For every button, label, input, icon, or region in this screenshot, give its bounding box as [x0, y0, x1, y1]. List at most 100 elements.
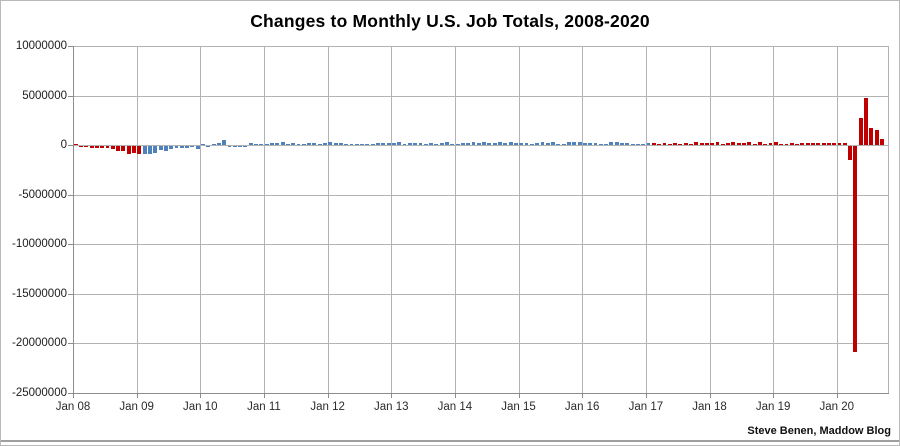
bar: [800, 143, 805, 146]
bar: [105, 146, 110, 149]
bar: [811, 142, 815, 146]
bar: [535, 142, 540, 146]
bar: [190, 146, 195, 148]
bar: [349, 144, 354, 146]
bar: [185, 146, 190, 149]
x-tick-label: Jan 18: [692, 401, 727, 413]
bar: [519, 143, 524, 146]
y-tick-label: 0: [60, 139, 67, 152]
bar: [752, 144, 757, 146]
bar: [301, 143, 306, 146]
bar: [471, 142, 476, 146]
bar: [683, 143, 688, 146]
y-tick-mark: [68, 393, 73, 394]
bar: [407, 143, 412, 146]
x-tick-mark: [645, 393, 647, 398]
bar: [492, 143, 497, 146]
bar: [689, 144, 693, 146]
bar: [540, 142, 545, 146]
x-tick-mark: [836, 393, 838, 398]
x-tick-mark: [327, 393, 329, 398]
x-tick-label: Jan 14: [437, 401, 473, 413]
bar: [216, 142, 221, 146]
bar: [365, 143, 370, 146]
x-tick-mark: [200, 393, 202, 398]
gridline-h: [73, 244, 889, 246]
plot-right-border: [888, 46, 889, 393]
y-tick-label: -15000000: [12, 287, 67, 300]
bar: [89, 146, 94, 149]
bar: [211, 143, 216, 146]
bar: [413, 143, 418, 146]
bar: [768, 143, 773, 146]
gridline-h: [73, 343, 889, 345]
bar: [630, 143, 635, 146]
x-tick-label: Jan 08: [55, 401, 91, 413]
bar: [704, 143, 709, 146]
bar: [206, 146, 211, 148]
bar: [307, 142, 312, 146]
bar: [376, 142, 380, 146]
gridline-v: [327, 46, 329, 393]
x-tick-label: Jan 20: [819, 401, 855, 413]
bar: [402, 143, 407, 146]
bar: [604, 144, 609, 146]
bar: [508, 141, 513, 146]
gridline-v: [773, 46, 775, 393]
bar: [450, 144, 455, 146]
gridline-v: [391, 46, 393, 393]
bar: [498, 142, 502, 146]
y-tick-label: 10000000: [15, 40, 67, 52]
x-tick-label: Jan 10: [183, 401, 218, 413]
y-tick-label: -20000000: [12, 337, 67, 350]
bar: [673, 143, 677, 146]
gridline-v: [709, 46, 711, 393]
bar: [742, 143, 746, 146]
bar: [248, 142, 253, 146]
bar: [598, 143, 603, 146]
bar: [869, 127, 874, 146]
gridline-h: [73, 145, 889, 147]
gridline-v: [645, 46, 647, 393]
gridline-h: [73, 95, 889, 97]
bar: [338, 142, 343, 146]
bar: [259, 144, 264, 146]
bar: [169, 146, 174, 150]
y-tick-mark: [68, 145, 73, 147]
bar: [662, 143, 667, 146]
y-tick-label: 5000000: [22, 89, 67, 102]
y-tick-mark: [68, 46, 73, 47]
bar: [826, 142, 831, 146]
bar: [163, 146, 168, 151]
bar: [848, 146, 853, 160]
bar: [821, 143, 826, 146]
bar: [423, 143, 428, 146]
bar: [837, 143, 842, 146]
bar: [731, 142, 736, 146]
bar: [132, 146, 136, 154]
bar: [651, 142, 656, 146]
bar: [757, 142, 762, 146]
y-tick-mark: [68, 95, 73, 97]
bar: [763, 143, 768, 146]
bar: [513, 142, 518, 146]
bar: [110, 146, 115, 149]
bar: [137, 146, 142, 154]
gridline-v: [582, 46, 584, 393]
bar: [455, 143, 460, 146]
bar: [445, 142, 449, 146]
bar: [784, 143, 789, 146]
bar: [238, 146, 243, 148]
bar: [657, 144, 662, 146]
bar: [79, 146, 83, 148]
bar: [667, 143, 672, 146]
bar: [100, 146, 105, 148]
bar: [503, 142, 508, 146]
bar: [816, 143, 821, 146]
x-tick-label: Jan 12: [310, 401, 345, 413]
bar: [482, 142, 487, 146]
bar: [386, 143, 391, 146]
bar: [620, 143, 624, 146]
bar: [439, 142, 444, 146]
y-tick-label: -25000000: [12, 387, 67, 399]
